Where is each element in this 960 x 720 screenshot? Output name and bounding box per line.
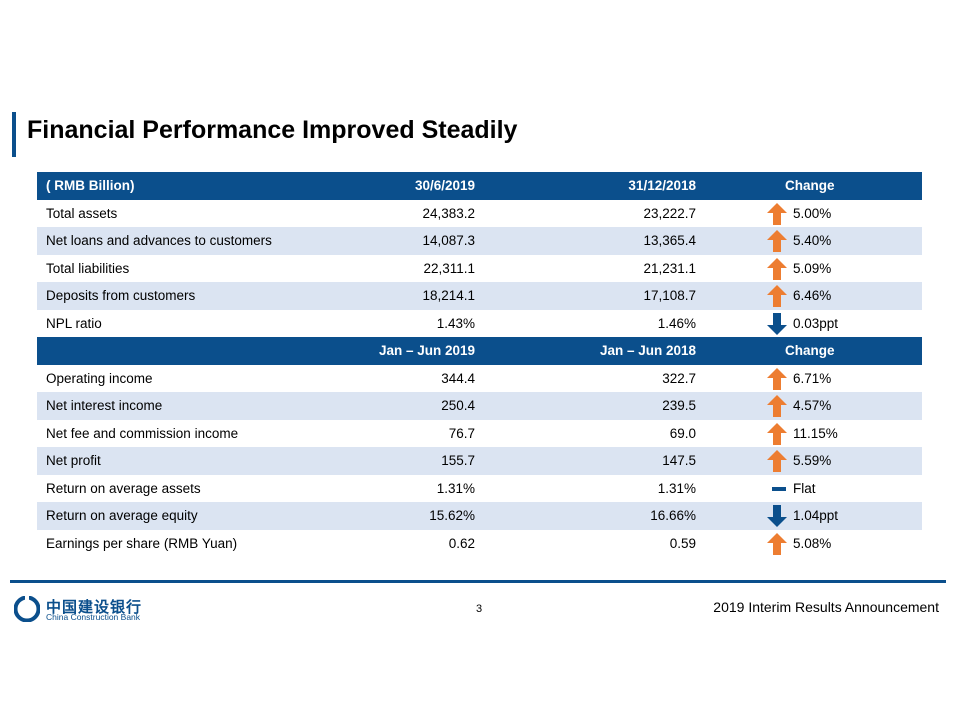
announcement-label: 2019 Interim Results Announcement	[713, 599, 939, 615]
row-value-current: 18,214.1	[422, 288, 475, 303]
row-value-current: 15.62%	[429, 508, 475, 523]
ccb-logo-icon	[14, 596, 40, 622]
row-value-prior: 69.0	[669, 425, 696, 441]
table-row: Earnings per share (RMB Yuan) 0.62 0.59 5.0…	[37, 530, 922, 558]
row-label: Net interest income	[46, 398, 163, 413]
row-value-current: 76.7	[448, 425, 475, 441]
down-arrow-icon	[767, 505, 787, 527]
row-value-current: 0.62	[448, 535, 475, 551]
row-change: 5.09%	[793, 260, 832, 276]
title-accent-bar	[12, 112, 16, 157]
row-change: 11.15%	[793, 425, 838, 441]
ccb-logo: 中国建设银行 China Construction Bank	[14, 596, 164, 624]
up-arrow-icon	[767, 532, 787, 555]
table-row: Operating income 344.4 322.7 6.71%	[37, 365, 922, 393]
flat-dash-icon	[772, 486, 786, 491]
row-value-prior: 23,222.7	[643, 205, 696, 221]
row-value-prior: 1.46%	[657, 315, 696, 331]
table-row: Net profit 155.7 147.5 5.59%	[37, 447, 922, 475]
row-value-current: 250.4	[441, 398, 475, 413]
table-row: Total liabilities 22,311.1 21,231.1 5.09%	[37, 255, 922, 283]
row-value-prior: 17,108.7	[643, 288, 696, 303]
row-value-prior: 322.7	[662, 370, 696, 386]
header-col-jan-jun-2018: Jan – Jun 2018	[599, 343, 696, 358]
row-label: Net fee and commission income	[46, 425, 239, 441]
up-arrow-icon	[767, 422, 787, 445]
row-change: 5.59%	[793, 453, 832, 468]
row-value-current: 24,383.2	[422, 205, 475, 221]
row-change: 5.40%	[793, 233, 832, 248]
row-value-current: 1.43%	[436, 315, 475, 331]
row-label: Total assets	[46, 205, 118, 221]
row-label: Total liabilities	[46, 260, 130, 276]
row-label: Earnings per share (RMB Yuan)	[46, 535, 238, 551]
table-row: Deposits from customers 18,214.1 17,108.7 6…	[37, 282, 922, 310]
down-arrow-icon	[767, 312, 787, 335]
header-col-30-6-2019: 30/6/2019	[414, 178, 475, 193]
page-title: Financial Performance Improved Steadily	[27, 116, 518, 144]
table-row: Return on average equity 15.62% 16.66% 1.04…	[37, 502, 922, 530]
row-change: 5.00%	[793, 205, 832, 221]
table-row: Return on average assets 1.31% 1.31% Flat	[37, 475, 922, 503]
row-change: 6.46%	[793, 288, 832, 303]
table-header-income: Jan – Jun 2019 Jan – Jun 2018 Change	[37, 337, 922, 365]
up-arrow-icon	[767, 367, 787, 390]
up-arrow-icon	[767, 450, 787, 472]
row-value-prior: 0.59	[669, 535, 696, 551]
up-arrow-icon	[767, 395, 787, 417]
row-change: 1.04ppt	[793, 508, 839, 523]
header-col-31-12-2018: 31/12/2018	[628, 178, 696, 193]
row-value-current: 1.31%	[436, 480, 475, 496]
table-row: NPL ratio 1.43% 1.46% 0.03ppt	[37, 310, 922, 338]
row-change: 5.08%	[793, 535, 832, 551]
row-value-current: 344.4	[441, 370, 475, 386]
row-label: Return on average equity	[46, 508, 198, 523]
row-label: Operating income	[46, 370, 153, 386]
logo-english-name: China Construction Bank	[46, 612, 141, 622]
row-label: NPL ratio	[46, 315, 102, 331]
table-header-balance: ( RMB Billion) 30/6/2019 31/12/2018 Chan…	[37, 172, 922, 200]
row-value-current: 22,311.1	[423, 260, 475, 276]
table-row: Net interest income 250.4 239.5 4.57%	[37, 392, 922, 420]
header-change: Change	[785, 178, 835, 193]
table-row: Total assets 24,383.2 23,222.7 5.00%	[37, 200, 922, 228]
row-value-prior: 1.31%	[657, 480, 696, 496]
header-change: Change	[785, 343, 835, 358]
row-value-prior: 13,365.4	[643, 233, 696, 248]
row-label: Net loans and advances to customers	[46, 233, 272, 248]
header-unit-label: ( RMB Billion)	[46, 178, 135, 193]
row-value-prior: 147.5	[662, 453, 696, 468]
page-number: 3	[476, 603, 483, 615]
up-arrow-icon	[767, 230, 787, 252]
row-change: 4.57%	[793, 398, 832, 413]
header-col-jan-jun-2019: Jan – Jun 2019	[378, 343, 475, 358]
table-row: Net fee and commission income 76.7 69.0 11.…	[37, 420, 922, 448]
row-value-prior: 21,231.1	[643, 260, 696, 276]
row-change: 0.03ppt	[793, 315, 839, 331]
logo-chinese-name: 中国建设银行	[46, 598, 143, 616]
row-change: Flat	[793, 480, 816, 496]
row-label: Net profit	[46, 453, 101, 468]
footer-divider	[10, 580, 946, 583]
row-value-prior: 239.5	[662, 398, 696, 413]
up-arrow-icon	[767, 257, 787, 280]
row-value-current: 14,087.3	[422, 233, 475, 248]
row-change: 6.71%	[793, 370, 832, 386]
financial-performance-table: ( RMB Billion) 30/6/2019 31/12/2018 Chan…	[37, 172, 922, 557]
row-label: Return on average assets	[46, 480, 201, 496]
up-arrow-icon	[767, 285, 787, 307]
row-label: Deposits from customers	[46, 288, 196, 303]
row-value-prior: 16.66%	[650, 508, 696, 523]
up-arrow-icon	[767, 202, 787, 225]
row-value-current: 155.7	[441, 453, 475, 468]
table-row: Net loans and advances to customers 14,08…	[37, 227, 922, 255]
